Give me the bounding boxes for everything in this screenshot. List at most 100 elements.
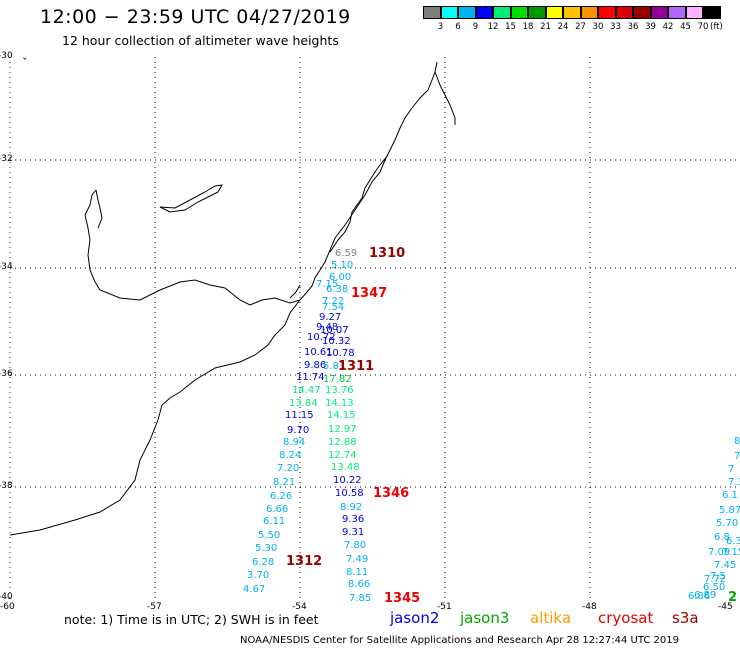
note-text: note: 1) Time is in UTC; 2) SWH is in fe… (64, 612, 319, 627)
swh-value: 17.82 (323, 374, 352, 385)
colorbar-swatch (440, 6, 458, 19)
swh-value: 8.66 (348, 579, 370, 590)
swh-value: 6.28 (252, 557, 274, 568)
colorbar-tick-label: 24 (557, 22, 569, 32)
swh-value: 6.50 (703, 582, 725, 593)
swh-value: 9.86 (304, 360, 326, 371)
swh-value: 10.72 (307, 332, 336, 343)
swh-value: 10.22 (333, 475, 362, 486)
longitude-label: -60 (0, 602, 15, 612)
swh-value: 14.47 (292, 385, 321, 396)
swh-value: 13.48 (331, 462, 360, 473)
swh-value: 11.74 (296, 372, 325, 383)
longitude-label: -54 (292, 602, 307, 612)
longitude-label: -48 (582, 602, 597, 612)
colorbar-tick-label: 42 (662, 22, 674, 32)
swh-value: 7.80 (344, 540, 366, 551)
colorbar-tick-label: 15 (505, 22, 516, 32)
latitude-label: -30 (0, 51, 13, 61)
swh-value: 7 (734, 451, 740, 462)
swh-value: 9.48 (316, 322, 338, 333)
swh-value: 5.87 (719, 505, 740, 516)
colorbar-swatch (633, 6, 651, 19)
colorbar-swatch (668, 6, 686, 19)
colorbar-swatch (703, 6, 721, 19)
colorbar-tick-label: 18 (522, 22, 534, 32)
swh-value: 9.70 (287, 425, 309, 436)
swh-value: 7.15 (722, 547, 740, 558)
swh-value: 10.58 (335, 488, 364, 499)
colorbar-swatch (598, 6, 616, 19)
colorbar-tick-label: 27 (575, 22, 586, 32)
latitude-label: -32 (0, 154, 13, 164)
swh-value: 12.74 (328, 450, 357, 461)
swh-value: 10.78 (326, 348, 355, 359)
colorbar-swatch (650, 6, 668, 19)
swh-value: 6.11 (263, 516, 285, 527)
longitude-label: -45 (718, 602, 733, 612)
colorbar-unit: (ft) (710, 22, 723, 32)
colorbar-tick-label: 30 (592, 22, 604, 32)
credit-line: NOAA/NESDIS Center for Satellite Applica… (240, 635, 679, 646)
colorbar-swatch (475, 6, 493, 19)
swh-value: 7.49 (346, 554, 368, 565)
swh-value: 7.20 (277, 463, 299, 474)
swh-value: 6.3 (726, 536, 740, 547)
swh-value: 5.10 (331, 260, 353, 271)
colorbar-swatch (615, 6, 633, 19)
colorbar-swatch (423, 6, 441, 19)
colorbar-swatch (685, 6, 703, 19)
top-left-marker: ˇ (22, 56, 28, 69)
swh-value: 6.66 (266, 504, 288, 515)
swh-value: 6.86 (688, 591, 710, 602)
swh-value: 9.27 (319, 312, 341, 323)
swh-value: 6.8 (714, 532, 730, 543)
colorbar-tick-label: 6 (455, 22, 461, 32)
swh-value: 13.84 (289, 398, 318, 409)
colorbar-tick-label: 21 (540, 22, 551, 32)
latitude-label: -40 (0, 592, 13, 602)
swh-value: 9.31 (342, 527, 364, 538)
swh-value: 8.11 (346, 567, 368, 578)
legend-altika: altika (530, 609, 572, 627)
map-subtitle: 12 hour collection of altimeter wave hei… (62, 33, 339, 48)
longitude-label: -57 (147, 602, 162, 612)
swh-value: 8.92 (340, 502, 362, 513)
swh-value: 10.61 (304, 347, 333, 358)
swh-value: 6.1 (722, 490, 738, 501)
graticule (10, 57, 738, 600)
pass-label: 1346 (373, 486, 409, 501)
swh-value: 7.72 (704, 574, 726, 585)
swh-value: 6.89 (694, 590, 716, 601)
swh-value: 7.85 (349, 593, 371, 604)
swh-value: 5.70 (716, 518, 738, 529)
legend-jason2: jason2 (390, 609, 440, 627)
colorbar-tick-label: 9 (472, 22, 479, 32)
colorbar-tick-label: 36 (627, 22, 639, 32)
longitude-label: -51 (437, 602, 452, 612)
colorbar-tick-label: 70 (697, 22, 709, 32)
swh-value: 5.30 (255, 543, 277, 554)
legend-jason3: jason3 (460, 609, 510, 627)
colorbar: 3 6 9 12 15 18 21 24 27 30 33 36 39 42 45 70 (ft) (423, 6, 728, 38)
swh-value: 7.54 (322, 302, 344, 313)
map-title: 12:00 − 23:59 UTC 04/27/2019 (40, 6, 351, 28)
colorbar-tick-label: 39 (645, 22, 656, 32)
swh-value: 5.83 (323, 361, 345, 372)
swh-value: 7.09 (708, 547, 730, 558)
swh-value: 6.00 (329, 272, 351, 283)
swh-value: 8.94 (283, 437, 305, 448)
pass-labels: 1310 1347 1311 1346 1312 1345 2 (286, 246, 737, 606)
swh-value: 8.21 (273, 477, 295, 488)
satellite-tracks: 6.595.106.007.156.387.227.549.279.4810.0… (243, 248, 740, 604)
swh-value: 9.36 (342, 514, 364, 525)
swh-value: 7 (728, 464, 734, 475)
swh-value: 7.5 (710, 571, 726, 582)
swh-value: 7.22 (322, 296, 344, 307)
pass-label: 1312 (286, 554, 322, 569)
swh-value: 7.3 (728, 477, 740, 488)
colorbar-swatch (545, 6, 563, 19)
swh-value: 5.50 (258, 530, 280, 541)
